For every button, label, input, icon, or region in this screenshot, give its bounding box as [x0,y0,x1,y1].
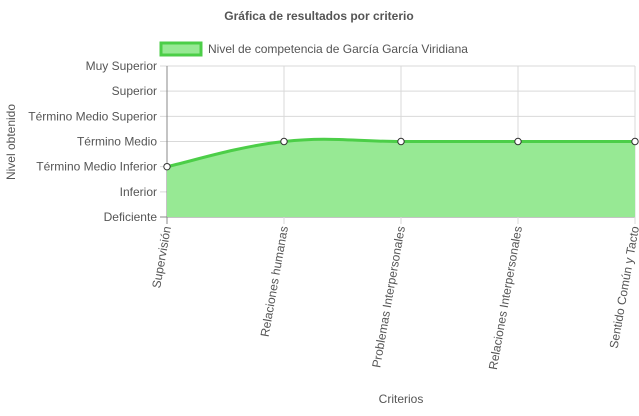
data-point[interactable] [280,137,288,146]
x-tick-label: Relaciones Interpersonales [486,225,525,371]
x-tick-label: Problemas Interpersonales [369,225,408,369]
x-tick-label: Sentido Común y Tacto [607,225,639,350]
data-point[interactable] [397,137,405,146]
x-axis-ticks: Supervisión Relaciones humanas Problemas I… [149,225,639,371]
x-axis-label: Criterios [379,392,424,406]
plot-area [163,137,639,217]
series-area [167,139,635,217]
chart-title: Gráfica de resultados por criterio [224,9,413,23]
y-axis-ticks: Deficiente Inferior Término Medio Inferior… [28,59,157,224]
data-point[interactable] [631,137,639,146]
legend-swatch [159,41,203,57]
data-point[interactable] [514,137,522,146]
y-tick-label: Término Medio [77,135,157,149]
y-axis-label: Nivel obtenido [4,104,18,180]
y-tick-label: Superior [112,84,157,98]
x-tick-label: Relaciones humanas [258,225,291,338]
legend-label: Nivel de competencia de García García Vi… [208,42,468,56]
x-tick-label: Supervisión [149,225,174,289]
y-tick-label: Deficiente [104,210,158,224]
y-tick-label: Término Medio Inferior [36,160,157,174]
y-tick-label: Término Medio Superior [28,109,157,123]
y-tick-label: Inferior [120,185,157,199]
data-point[interactable] [163,162,171,171]
y-tick-label: Muy Superior [86,59,157,73]
legend[interactable]: Nivel de competencia de García García Vi… [159,41,468,57]
